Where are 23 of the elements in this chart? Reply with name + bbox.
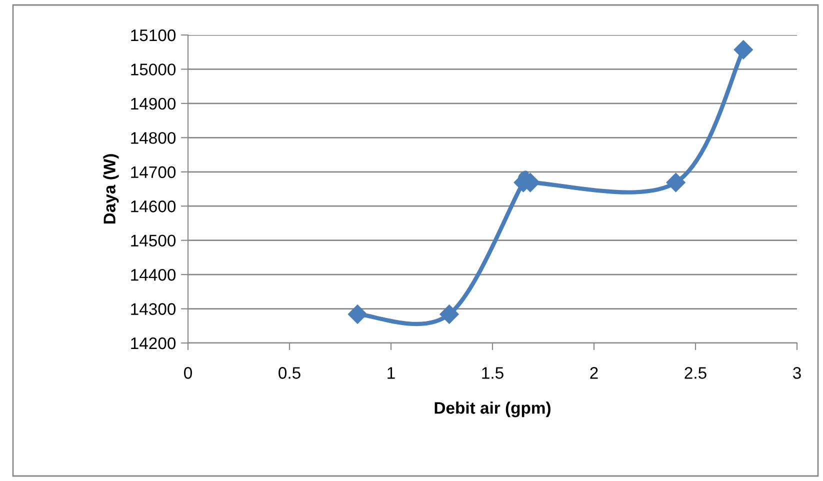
x-tick-label: 0.5 (278, 367, 300, 379)
y-tick-label: 14900 (131, 98, 176, 110)
y-tick-label: 14400 (131, 268, 176, 281)
y-axis-title: Daya (W) (103, 154, 119, 224)
y-tick-label: 14600 (131, 200, 176, 212)
x-tick-label: 3 (793, 367, 801, 379)
y-tick-label: 14700 (131, 166, 176, 178)
y-tick-label: 14800 (131, 132, 176, 144)
y-tick-label: 14500 (131, 234, 176, 247)
x-tick-label: 2.5 (684, 367, 706, 379)
y-tick-label: 15000 (131, 64, 176, 76)
point (348, 304, 368, 324)
y-tick-label: 14300 (131, 303, 176, 315)
x-tick-label: 1 (388, 367, 395, 379)
x-axis-title: Debit air (gpm) (434, 402, 550, 418)
x-tick-label: 0 (184, 367, 192, 379)
y-tick-label: 15100 (131, 29, 176, 42)
point (440, 304, 459, 324)
point (666, 172, 686, 192)
x-tick-label: 1.5 (482, 367, 504, 379)
point (734, 40, 753, 60)
x-tick-label: 2 (590, 367, 598, 379)
y-tick-label: 14200 (131, 337, 176, 350)
